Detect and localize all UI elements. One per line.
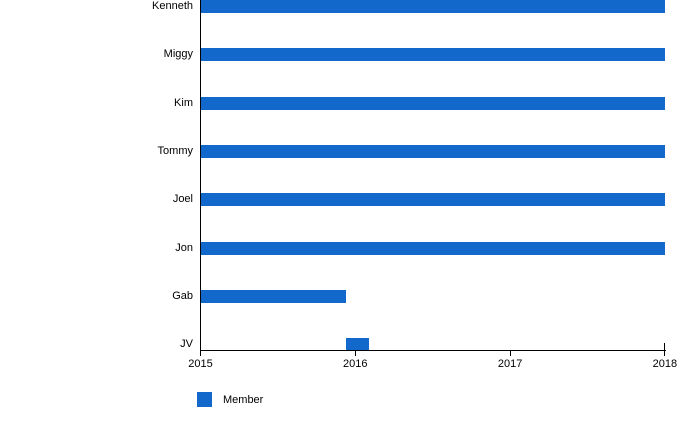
x-axis-line [200, 350, 666, 351]
x-tick-2016 [354, 350, 356, 356]
x-tick-2015 [200, 350, 201, 356]
y-label-kenneth: Kenneth [152, 0, 193, 12]
x-tick-2017 [509, 350, 511, 356]
bar-miggy[interactable] [200, 48, 665, 62]
bar-jon[interactable] [200, 241, 665, 255]
bar-tommy[interactable] [200, 144, 665, 158]
y-label-miggy: Miggy [163, 48, 193, 61]
bar-gab[interactable] [200, 289, 346, 303]
bar-jv[interactable] [346, 338, 370, 352]
bar-joel[interactable] [200, 193, 665, 207]
legend-label-member: Member [223, 393, 264, 406]
x-tick-2018 [664, 343, 666, 356]
y-label-tommy: Tommy [157, 144, 193, 157]
x-tick-label-2017: 2017 [497, 358, 523, 370]
x-tick-label-2015: 2015 [188, 358, 213, 370]
y-label-jon: Jon [175, 241, 193, 254]
y-label-jv: JV [180, 338, 193, 351]
y-label-kim: Kim [174, 96, 193, 109]
y-label-gab: Gab [172, 289, 193, 302]
x-tick-label-2018: 2018 [652, 358, 678, 370]
y-label-joel: Joel [172, 193, 193, 206]
x-tick-label-2016: 2016 [343, 358, 368, 370]
bar-kim[interactable] [200, 96, 665, 110]
legend[interactable]: Member [197, 392, 263, 407]
legend-swatch-member [197, 392, 212, 407]
y-axis-line [200, 0, 201, 356]
bar-kenneth[interactable] [200, 0, 665, 13]
